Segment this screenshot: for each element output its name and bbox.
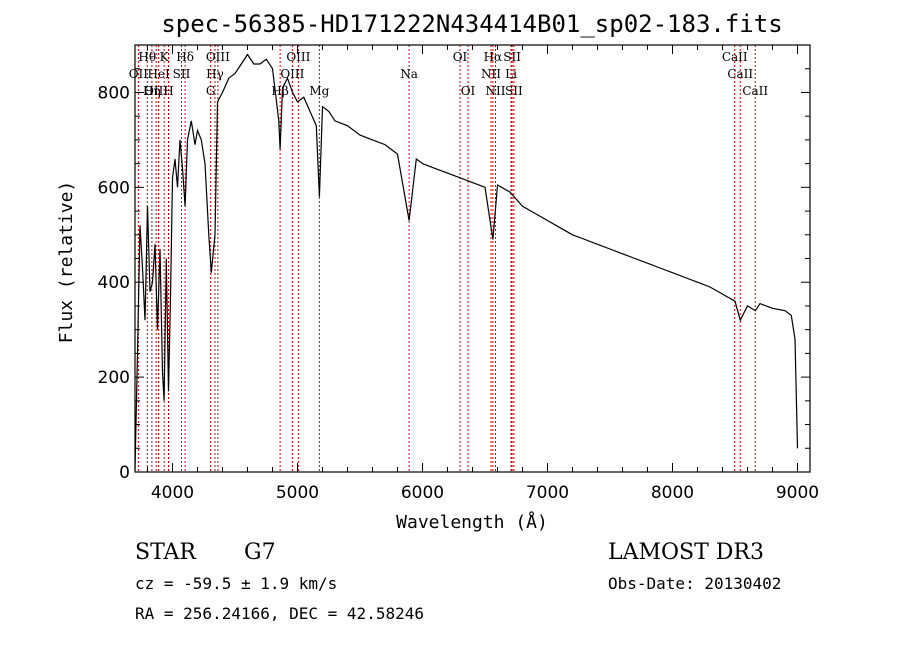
x-tick-label: 9000 — [776, 483, 819, 503]
subclass: G7 — [244, 540, 276, 565]
spectral-line-label: Hθ — [138, 50, 156, 64]
spectral-line-label: Na — [400, 67, 418, 81]
spectral-line-label: Li — [505, 67, 517, 81]
spectral-line-label: NII — [481, 67, 501, 81]
spectral-line-label: CaII — [742, 84, 768, 98]
spectral-line-label: OII — [129, 67, 149, 81]
spectral-line-label: CaII — [722, 50, 748, 64]
spectral-line-label: K — [160, 50, 170, 64]
spectral-line-label: SII — [503, 50, 521, 64]
spectral-line-label: SII — [505, 84, 523, 98]
spectral-line-label: G — [206, 84, 216, 98]
x-tick-label: 8000 — [651, 483, 694, 503]
obs-date: Obs-Date: 20130402 — [608, 574, 781, 593]
spectral-line-label: OIII — [280, 67, 304, 81]
spectral-line-label: NII — [486, 84, 506, 98]
spectral-line-label: OI — [453, 50, 468, 64]
y-tick-label: 800 — [98, 83, 130, 103]
object-class: STAR — [135, 540, 197, 565]
x-tick-label: 4000 — [151, 483, 194, 503]
y-axis-ticks: 0 200 400 600 800 — [98, 68, 810, 483]
y-axis-label: Flux (relative) — [56, 181, 77, 344]
x-axis-ticks: 4000 5000 6000 7000 8000 9000 — [147, 45, 819, 503]
x-tick-label: 5000 — [276, 483, 319, 503]
coordinates-text: RA = 256.24166, DEC = 42.58246 — [135, 604, 424, 623]
line-markers — [137, 45, 756, 472]
y-tick-label: 200 — [98, 368, 130, 388]
survey-name: LAMOST DR3 — [608, 540, 764, 565]
x-axis-label: Wavelength (Å) — [396, 511, 548, 533]
x-tick-label: 7000 — [526, 483, 569, 503]
spectral-line-label: OIII — [286, 50, 310, 64]
spectral-line-label: CaII — [727, 67, 753, 81]
y-tick-label: 0 — [119, 463, 130, 483]
spectrum-series-line — [134, 53, 799, 470]
spectral-line-label: OIII — [206, 50, 230, 64]
spectral-line-label: H — [163, 84, 173, 98]
spectral-line-label: Hγ — [206, 67, 224, 81]
spectral-line-label: Hη — [143, 84, 161, 98]
x-tick-label: 6000 — [401, 483, 444, 503]
spectral-line-label: Mg — [309, 84, 329, 98]
spectral-line-label: OIII — [144, 84, 168, 98]
spectral-line-label: Hα — [484, 50, 503, 64]
spectral-line-label: HeI — [147, 67, 170, 81]
plot-frame — [134, 44, 811, 473]
y-tick-label: 600 — [98, 178, 130, 198]
chart-title: spec-56385-HD171222N434414B01_sp02-183.f… — [161, 10, 782, 38]
spectral-line-label: SII — [173, 67, 191, 81]
y-tick-label: 400 — [98, 273, 130, 293]
spectral-line-label: OI — [461, 84, 476, 98]
redshift-text: cz = -59.5 ± 1.9 km/s — [135, 574, 337, 593]
spectral-line-label: Hδ — [176, 50, 194, 64]
